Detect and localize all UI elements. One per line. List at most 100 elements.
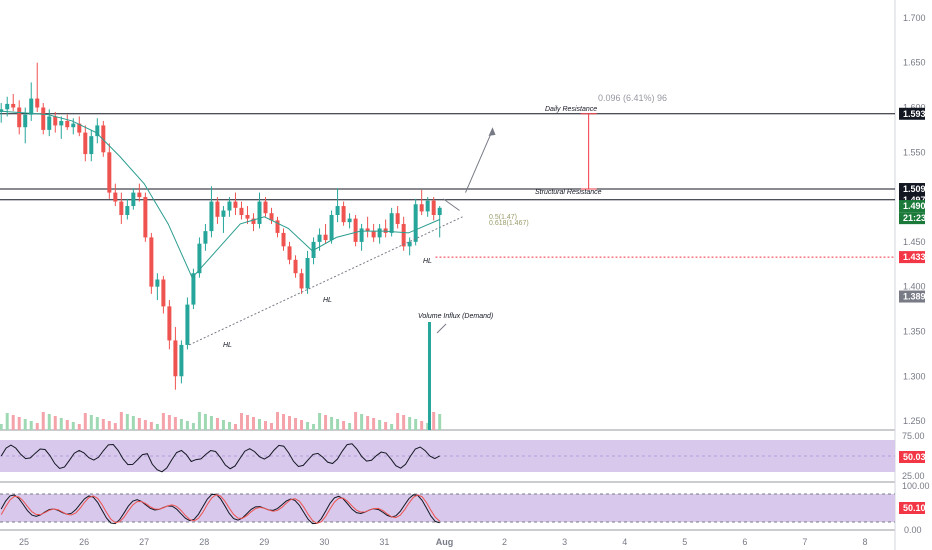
price-badge[interactable]: [899, 183, 925, 196]
price-tick-label: 1.600: [903, 103, 926, 113]
candle-body: [353, 218, 358, 242]
volume-bar: [5, 413, 9, 430]
date-tick-label: 6: [742, 537, 747, 547]
volume-bar: [312, 424, 316, 430]
candle-body: [47, 116, 52, 130]
volume-bar: [197, 412, 201, 430]
volume-bar: [330, 417, 334, 430]
volume-bar: [161, 413, 165, 430]
rsi-value-badge: [899, 451, 925, 463]
volume-bar: [191, 423, 195, 430]
candle-body: [269, 213, 274, 221]
candle-body: [323, 234, 328, 241]
volume-bar: [402, 415, 406, 430]
price-badge[interactable]: [899, 212, 925, 225]
candle-body: [359, 228, 364, 242]
volume-influx-bar: [427, 322, 431, 430]
candle-body: [65, 120, 70, 128]
candle-body: [437, 207, 442, 215]
rsi-tick-label: 75.00: [902, 431, 925, 441]
stoch-tick-label: 0.00: [904, 525, 922, 535]
volume-bar: [101, 419, 105, 430]
volume-bar: [185, 421, 189, 430]
candle-body: [179, 344, 184, 377]
volume-bar: [221, 420, 225, 430]
candle-body: [245, 215, 250, 219]
volume-bar: [245, 415, 249, 430]
volume-bar: [23, 419, 27, 430]
volume-bar: [35, 423, 39, 430]
volume-influx-label: Volume Influx (Demand): [418, 313, 493, 320]
volume-bar: [0, 424, 3, 430]
stoch-band: [0, 494, 895, 522]
hl-label-2: HL: [323, 297, 332, 304]
volume-bar: [71, 422, 75, 430]
volume-bar: [360, 414, 364, 430]
candle-body: [107, 152, 112, 193]
price-badge-label: 1.497: [903, 195, 926, 205]
candle-body: [329, 215, 334, 241]
volume-bar: [89, 415, 93, 430]
candle-body: [185, 304, 190, 345]
candle-body: [209, 201, 214, 232]
price-badge[interactable]: [899, 290, 925, 303]
candle-body: [125, 206, 130, 215]
candle-body: [263, 201, 268, 214]
volume-bar: [372, 418, 376, 430]
volume-bar: [125, 414, 129, 430]
candle-body: [167, 306, 172, 341]
candle-body: [227, 201, 232, 211]
volume-influx-arrow: [436, 323, 447, 334]
candle-body: [347, 218, 352, 223]
volume-bar: [426, 423, 430, 430]
candle-body: [11, 103, 16, 108]
candle-body: [131, 192, 136, 207]
volume-bar: [143, 420, 147, 430]
volume-bar: [366, 416, 370, 430]
date-tick-label: 8: [862, 537, 867, 547]
price-badge[interactable]: [899, 251, 925, 264]
candle-body: [23, 114, 28, 128]
volume-bar: [65, 420, 69, 430]
volume-bar: [300, 420, 304, 430]
date-tick-label: 5: [682, 537, 687, 547]
candle-body: [197, 243, 202, 274]
hl-label-1: HL: [223, 342, 232, 349]
candle-body: [83, 132, 88, 155]
candle-body: [317, 234, 322, 242]
date-tick-label: 31: [379, 537, 389, 547]
candle-body: [305, 258, 310, 289]
candle-body: [59, 120, 64, 126]
stoch-tick-label: 100.00: [902, 481, 930, 491]
volume-bar: [227, 422, 231, 430]
projection-arrow[interactable]: [465, 129, 494, 193]
candle-body: [113, 192, 118, 202]
rsi-value-label: 50.03: [903, 452, 926, 462]
candle-body: [5, 103, 10, 110]
price-badge-label: 1.509: [903, 184, 926, 194]
fib-0618-label: 0.618(1.467): [489, 220, 529, 227]
price-badge[interactable]: [899, 200, 925, 213]
volume-bar: [336, 419, 340, 430]
candle-body: [407, 241, 412, 247]
candle-body: [371, 231, 376, 238]
volume-bar: [378, 420, 382, 430]
price-badge[interactable]: [899, 107, 925, 120]
candle-body: [221, 210, 226, 217]
price-badge-label: 1.389: [903, 292, 926, 302]
candle-body: [89, 136, 94, 155]
volume-bar: [131, 416, 135, 430]
candle-body: [155, 279, 160, 287]
volume-bar: [396, 413, 400, 430]
volume-bar: [276, 412, 280, 430]
volume-bar: [215, 418, 219, 430]
candle-body: [425, 200, 430, 212]
candle-body: [419, 204, 424, 212]
stoch-value-badge: [899, 502, 925, 514]
stoch-value-label: 50.10: [903, 503, 926, 513]
rsi-tick-label: 25.00: [902, 471, 925, 481]
candle-body: [119, 201, 124, 215]
volume-bar: [59, 418, 63, 430]
candle-body: [287, 246, 292, 260]
